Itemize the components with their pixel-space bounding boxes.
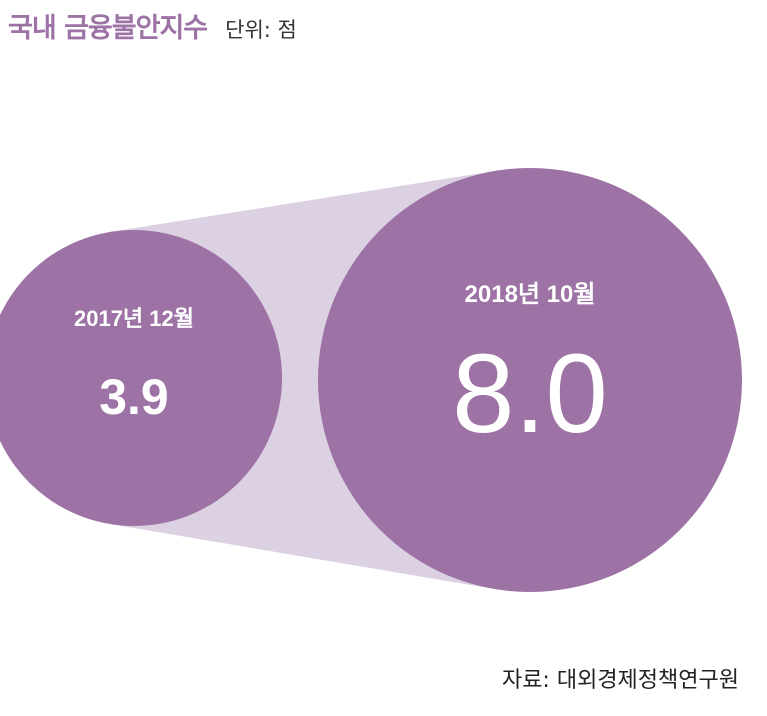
bubble-1-value-label: 3.9 — [99, 369, 169, 425]
source-label: 자료: 대외경제정책연구원 — [501, 668, 739, 693]
chart-title: 국내 금융불안지수 — [8, 13, 208, 44]
bubble-2-value-label: 8.0 — [452, 331, 608, 456]
unit-label: 단위: 점 — [225, 18, 297, 42]
bubble-1 — [0, 230, 282, 526]
chart-header: 국내 금융불안지수 단위: 점 — [8, 6, 297, 45]
bubble-2-date-label: 2018년 10월 — [465, 281, 596, 308]
bubble-1-date-label: 2017년 12월 — [74, 306, 194, 331]
bubble-2 — [318, 168, 742, 592]
